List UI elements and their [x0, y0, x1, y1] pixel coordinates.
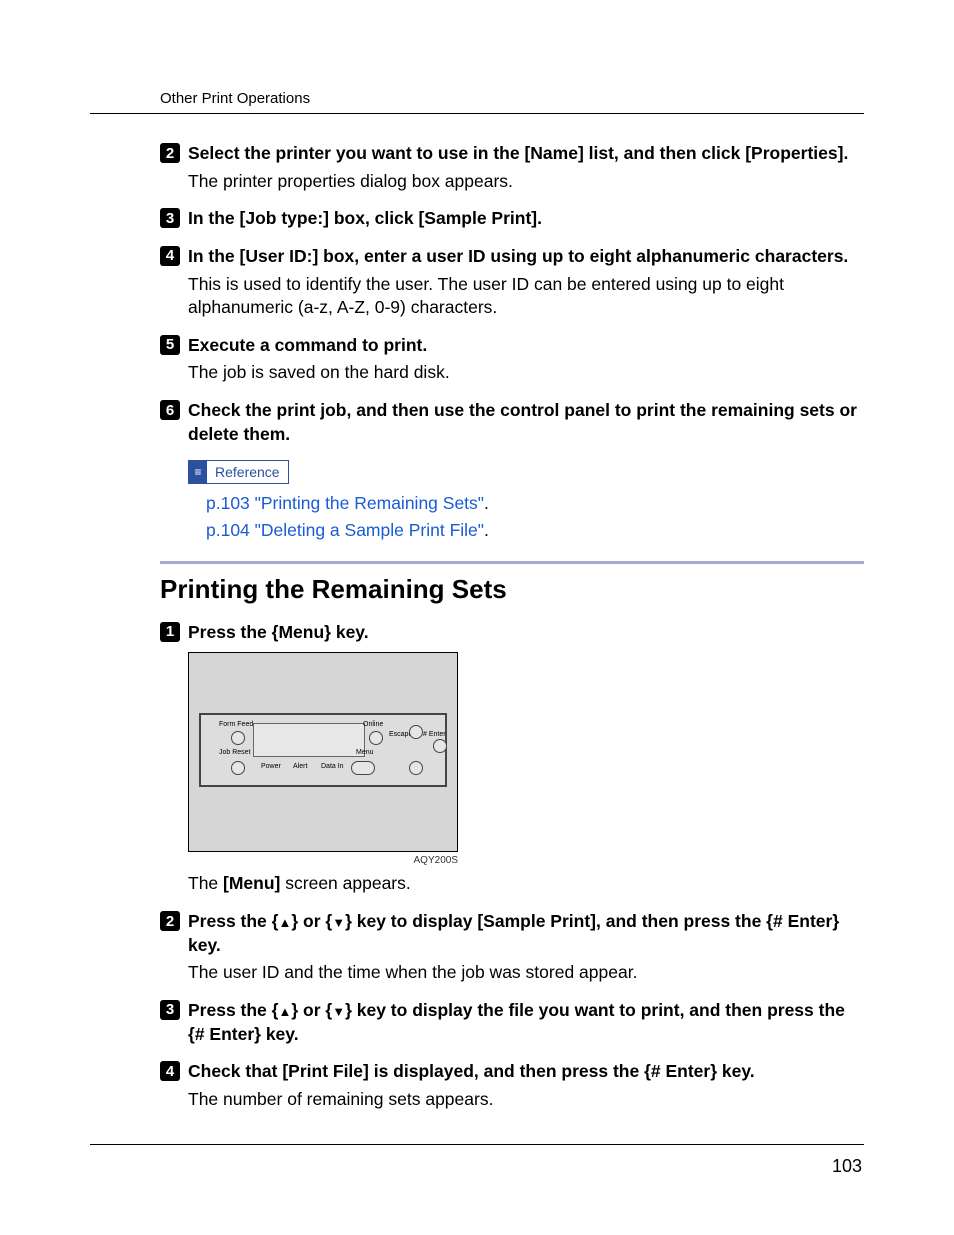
panel-frame: Form Feed Job Reset Power Alert Data In Onlin…	[199, 713, 447, 787]
panel-label: Data In	[321, 763, 344, 770]
step-number-icon: 6	[160, 400, 180, 420]
step-number-icon: 2	[160, 911, 180, 931]
section-heading: Printing the Remaining Sets	[160, 574, 864, 605]
panel-label: # Enter	[423, 731, 446, 738]
step: 6 Check the print job, and then use the c…	[160, 399, 864, 446]
reference-box: ≡ Reference	[188, 460, 289, 484]
reference-label: Reference	[207, 464, 288, 480]
step-number-icon: 3	[160, 208, 180, 228]
reference-link[interactable]: p.104 "Deleting a Sample Print File"	[206, 520, 484, 540]
enter-button	[433, 739, 447, 753]
panel-label: Menu	[356, 749, 374, 756]
step-title: In the [Job type:] box, click [Sample Pr…	[188, 207, 542, 231]
step-number-icon: 1	[160, 622, 180, 642]
panel-lcd	[253, 723, 365, 757]
step-body: The number of remaining sets appears.	[188, 1088, 864, 1112]
page-number: 103	[832, 1156, 862, 1177]
step-body: The [Menu] screen appears.	[188, 872, 864, 896]
running-header: Other Print Operations	[160, 90, 864, 107]
step: 3 In the [Job type:] box, click [Sample P…	[160, 207, 864, 231]
step-title: Check the print job, and then use the co…	[188, 399, 864, 446]
step-title: Press the {▲} or {▼} key to display [Sam…	[188, 910, 864, 957]
step: 5 Execute a command to print.	[160, 334, 864, 358]
header-rule	[90, 113, 864, 114]
panel-label: Alert	[293, 763, 307, 770]
step-number-icon: 5	[160, 335, 180, 355]
step-number-icon: 3	[160, 1000, 180, 1020]
step: 4 Check that [Print File] is displayed, a…	[160, 1060, 864, 1084]
menu-button	[351, 761, 375, 775]
figure-code: AQY200S	[188, 855, 458, 866]
step-number-icon: 4	[160, 246, 180, 266]
step: 1 Press the {Menu} key.	[160, 621, 864, 645]
section-separator	[160, 561, 864, 564]
step-title: Press the {▲} or {▼} key to display the …	[188, 999, 864, 1046]
panel-label: Online	[363, 721, 383, 728]
step-number-icon: 2	[160, 143, 180, 163]
step-title: In the [User ID:] box, enter a user ID u…	[188, 245, 848, 269]
page-body: 2 Select the printer you want to use in t…	[160, 142, 864, 1111]
down-button	[409, 761, 423, 775]
step-title: Check that [Print File] is displayed, an…	[188, 1060, 755, 1084]
job-reset-button	[231, 761, 245, 775]
online-button	[369, 731, 383, 745]
step-title: Select the printer you want to use in th…	[188, 142, 848, 166]
escape-button	[409, 725, 423, 739]
footer-rule	[90, 1144, 864, 1145]
step: 4 In the [User ID:] box, enter a user ID …	[160, 245, 864, 269]
form-feed-button	[231, 731, 245, 745]
reference-links: p.103 "Printing the Remaining Sets". p.1…	[206, 490, 864, 543]
panel-label: Form Feed	[219, 721, 253, 728]
control-panel-figure: Form Feed Job Reset Power Alert Data In Onlin…	[188, 652, 458, 852]
step-number-icon: 4	[160, 1061, 180, 1081]
step: 2 Press the {▲} or {▼} key to display [Sa…	[160, 910, 864, 957]
step-body: This is used to identify the user. The u…	[188, 273, 864, 320]
panel-label: Job Reset	[219, 749, 251, 756]
step-body: The job is saved on the hard disk.	[188, 361, 864, 385]
document-page: Other Print Operations 2 Select the print…	[0, 0, 954, 1235]
step-title: Execute a command to print.	[188, 334, 427, 358]
step: 2 Select the printer you want to use in t…	[160, 142, 864, 166]
reference-icon: ≡	[189, 461, 207, 483]
step-title: Press the {Menu} key.	[188, 621, 369, 645]
reference-link[interactable]: p.103 "Printing the Remaining Sets"	[206, 493, 484, 513]
step-body: The printer properties dialog box appear…	[188, 170, 864, 194]
step-body: The user ID and the time when the job wa…	[188, 961, 864, 985]
step: 3 Press the {▲} or {▼} key to display the…	[160, 999, 864, 1046]
panel-label: Power	[261, 763, 281, 770]
